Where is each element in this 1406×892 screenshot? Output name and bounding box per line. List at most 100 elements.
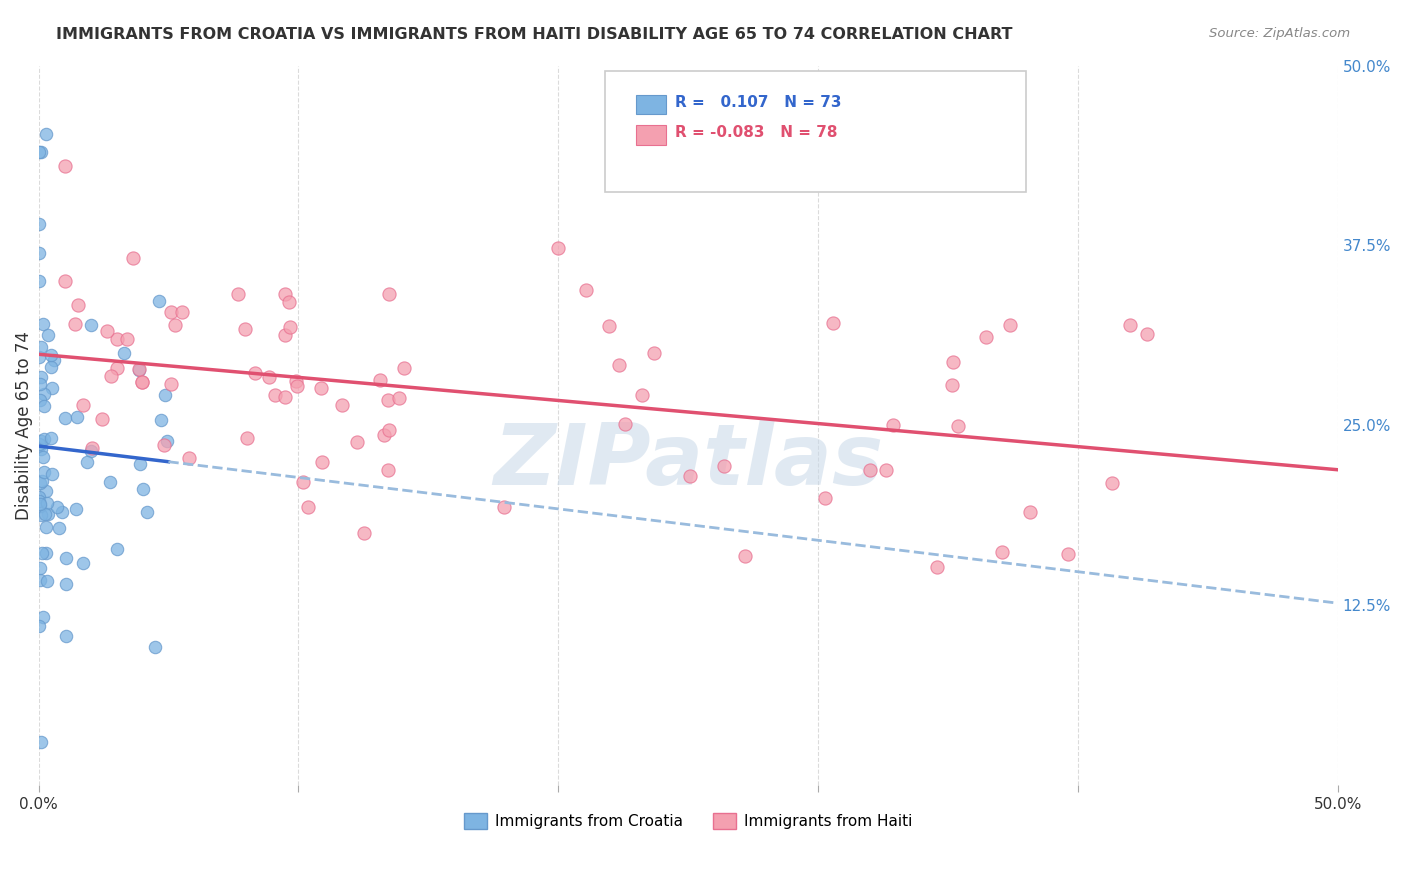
Point bbox=[679, 469, 702, 483]
Point bbox=[55, 629, 77, 643]
Point bbox=[291, 475, 314, 489]
Point bbox=[179, 451, 201, 466]
Point bbox=[946, 419, 969, 434]
Point bbox=[574, 283, 596, 297]
Point bbox=[28, 350, 51, 364]
Point bbox=[859, 463, 882, 477]
Point bbox=[160, 377, 183, 392]
Point bbox=[132, 482, 155, 496]
Point bbox=[346, 434, 368, 449]
Point bbox=[35, 127, 58, 141]
Point bbox=[67, 298, 90, 312]
Point bbox=[30, 442, 52, 456]
Text: IMMIGRANTS FROM CROATIA VS IMMIGRANTS FROM HAITI DISABILITY AGE 65 TO 74 CORRELA: IMMIGRANTS FROM CROATIA VS IMMIGRANTS FR… bbox=[56, 27, 1012, 42]
Point bbox=[378, 286, 401, 301]
Point bbox=[128, 363, 150, 377]
Point bbox=[377, 463, 399, 477]
Text: ZIPatlas: ZIPatlas bbox=[494, 420, 883, 503]
Point bbox=[148, 293, 170, 308]
Point bbox=[353, 525, 375, 540]
Point bbox=[128, 457, 150, 471]
Point bbox=[34, 520, 56, 534]
Point bbox=[32, 450, 55, 464]
Point bbox=[311, 455, 333, 469]
Point bbox=[713, 458, 735, 473]
Point bbox=[46, 500, 69, 515]
Point bbox=[48, 521, 70, 535]
Point bbox=[53, 410, 76, 425]
Point bbox=[100, 369, 122, 384]
Text: R =   0.107   N = 73: R = 0.107 N = 73 bbox=[675, 95, 841, 110]
Point bbox=[284, 375, 307, 389]
Point bbox=[30, 434, 52, 448]
Point bbox=[243, 366, 266, 380]
Point bbox=[31, 546, 53, 560]
Point bbox=[823, 316, 845, 330]
Point bbox=[35, 484, 58, 499]
Point bbox=[257, 370, 280, 384]
Point bbox=[35, 546, 58, 560]
Point bbox=[1119, 318, 1142, 332]
Point bbox=[53, 159, 76, 173]
Point bbox=[547, 241, 569, 255]
Point bbox=[32, 465, 55, 479]
Point bbox=[121, 251, 143, 265]
Point bbox=[149, 413, 172, 427]
Point bbox=[32, 399, 55, 413]
Point bbox=[41, 467, 63, 481]
Point bbox=[27, 245, 49, 260]
Point bbox=[643, 345, 665, 359]
Point bbox=[39, 431, 62, 445]
Point bbox=[32, 432, 55, 446]
Point bbox=[814, 491, 837, 505]
Point bbox=[274, 327, 297, 342]
Point bbox=[65, 501, 87, 516]
Point bbox=[143, 640, 166, 654]
Point bbox=[998, 318, 1021, 332]
Point bbox=[278, 319, 301, 334]
Point bbox=[236, 431, 259, 445]
Point bbox=[631, 388, 654, 402]
Point bbox=[285, 378, 308, 392]
Point bbox=[90, 412, 112, 426]
Point bbox=[156, 434, 179, 448]
Point bbox=[66, 409, 89, 424]
Point bbox=[112, 346, 135, 360]
Point bbox=[96, 325, 118, 339]
Point bbox=[82, 441, 104, 455]
Point bbox=[115, 332, 138, 346]
Point bbox=[264, 388, 287, 402]
Point bbox=[44, 353, 66, 368]
Point bbox=[35, 495, 58, 509]
Point bbox=[28, 436, 51, 450]
Point bbox=[974, 329, 997, 343]
Point bbox=[30, 369, 52, 384]
Point bbox=[942, 355, 965, 369]
Point bbox=[53, 275, 76, 289]
Point bbox=[55, 551, 77, 566]
Point bbox=[332, 398, 354, 412]
Point bbox=[30, 735, 52, 749]
Point bbox=[30, 340, 52, 354]
Point bbox=[30, 438, 52, 452]
Point bbox=[925, 560, 948, 574]
Point bbox=[370, 372, 392, 386]
Point bbox=[152, 438, 174, 452]
Point bbox=[105, 332, 128, 346]
Point bbox=[991, 545, 1014, 559]
Point bbox=[875, 463, 897, 477]
Point bbox=[98, 475, 121, 489]
Point bbox=[941, 377, 963, 392]
Point bbox=[131, 375, 153, 389]
Point bbox=[1101, 476, 1123, 491]
Text: Source: ZipAtlas.com: Source: ZipAtlas.com bbox=[1209, 27, 1350, 40]
Point bbox=[32, 610, 55, 624]
Point bbox=[28, 494, 51, 508]
Point bbox=[388, 391, 411, 405]
Point bbox=[377, 393, 399, 408]
Point bbox=[37, 327, 59, 342]
Point bbox=[30, 497, 52, 511]
Point bbox=[233, 322, 256, 336]
Point bbox=[34, 507, 56, 521]
Point bbox=[492, 500, 515, 514]
